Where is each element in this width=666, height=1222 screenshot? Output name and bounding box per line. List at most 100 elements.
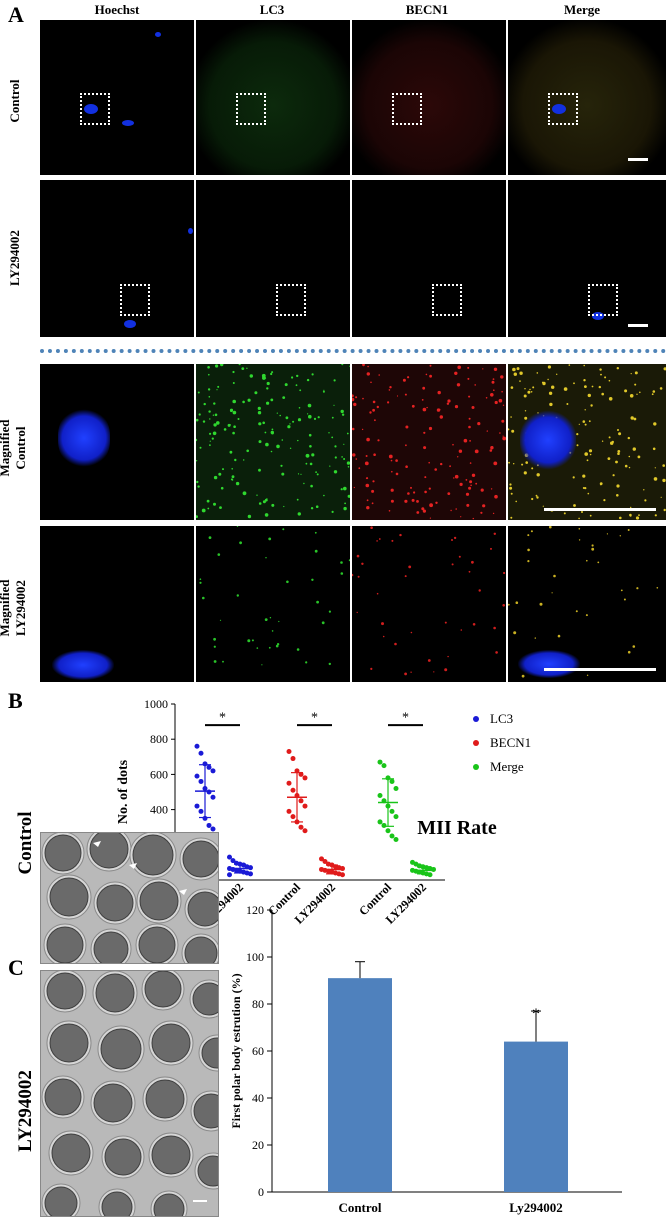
fluorescent-dot: [449, 465, 451, 467]
fluorescent-dot: [331, 437, 333, 439]
fluorescent-dot: [585, 424, 587, 426]
fluorescent-dot: [638, 456, 641, 459]
fluorescent-dot: [552, 592, 553, 593]
fluorescent-dot: [499, 399, 503, 403]
fluorescent-dot: [468, 426, 471, 429]
fluorescent-dot: [282, 396, 285, 399]
fluorescent-dot: [556, 374, 557, 375]
fluorescent-dot: [502, 437, 506, 441]
fluorescent-dot: [531, 498, 533, 500]
fluorescent-dot: [422, 387, 425, 390]
fluorescent-dot: [312, 373, 314, 375]
fluorescent-dot: [470, 485, 472, 487]
fluorescent-dot: [581, 511, 583, 513]
fluorescent-dot: [252, 639, 254, 641]
fluorescent-dot: [341, 572, 344, 575]
fluorescent-dot: [639, 392, 641, 394]
data-point: [378, 760, 383, 765]
fluorescent-dot: [265, 618, 268, 621]
oocyte-cytoplasm: [45, 1079, 81, 1115]
fluorescent-dot: [370, 382, 372, 384]
fluorescent-dot: [323, 391, 325, 393]
fluorescent-dot: [213, 402, 215, 404]
fluorescent-dot: [357, 612, 358, 613]
fluorescent-dot: [613, 474, 615, 476]
fluorescent-dot: [372, 502, 374, 504]
fluorescent-dot: [354, 487, 355, 488]
fluorescent-dot: [473, 518, 474, 519]
scale-bar: [628, 158, 648, 161]
fluorescent-dot: [367, 372, 370, 375]
scale-bar: [628, 324, 648, 327]
fluorescent-dot: [491, 488, 492, 489]
fluorescent-dot: [208, 388, 210, 390]
image-magnified-ly294002-merge: [508, 526, 666, 682]
fluorescent-dot: [527, 391, 530, 394]
fluorescent-dot: [370, 526, 373, 529]
fluorescent-dot: [297, 499, 299, 501]
fluorescent-dot: [215, 414, 218, 417]
fluorescent-dot: [217, 386, 219, 388]
fluorescent-dot: [196, 439, 197, 441]
data-point: [291, 814, 296, 819]
fluorescent-dot: [231, 478, 233, 480]
fluorescent-dot: [629, 467, 630, 468]
y-tick-label: 0: [258, 1185, 264, 1199]
fluorescent-dot: [352, 574, 353, 576]
fluorescent-dot: [208, 374, 210, 376]
significance-star: *: [532, 1006, 540, 1023]
fluorescent-dot: [328, 432, 329, 433]
fluorescent-dot: [609, 380, 611, 382]
fluorescent-dot: [232, 400, 236, 404]
fluorescent-dot: [329, 466, 330, 467]
fluorescent-dot: [578, 518, 580, 520]
fluorescent-dot: [537, 372, 539, 374]
fluorescent-dot: [334, 470, 337, 473]
fluorescent-dot: [582, 475, 585, 478]
fluorescent-dot: [307, 379, 309, 381]
fluorescent-dot: [514, 373, 517, 376]
oocyte-cytoplasm: [140, 882, 178, 920]
fluorescent-dot: [620, 535, 621, 536]
fluorescent-dot: [270, 399, 273, 402]
fluorescent-dot: [583, 487, 585, 489]
y-tick-label: 1000: [144, 697, 168, 711]
fluorescent-dot: [429, 503, 433, 507]
oocyte-cytoplasm: [94, 932, 128, 963]
fluorescent-dot: [287, 425, 290, 428]
fluorescent-dot: [628, 529, 630, 531]
fluorescent-dot: [222, 468, 224, 470]
fluorescent-dot: [263, 500, 266, 503]
dots-layer: [196, 526, 350, 682]
fluorescent-dot: [494, 533, 496, 535]
fluorescent-dot: [349, 559, 350, 561]
significance-star: *: [311, 711, 318, 726]
fluorescent-dot: [511, 386, 514, 389]
y-tick-label: 400: [150, 803, 168, 817]
fluorescent-dot: [461, 629, 463, 631]
fluorescent-dot: [536, 496, 538, 498]
fluorescent-dot: [316, 601, 319, 604]
fluorescent-dot: [215, 364, 218, 367]
fluorescent-dot: [237, 594, 239, 596]
fluorescent-dot: [207, 366, 210, 369]
fluorescent-dot: [569, 364, 571, 366]
fluorescent-dot: [508, 604, 510, 606]
fluorescent-dot: [653, 448, 656, 451]
fluorescent-dot: [631, 373, 632, 374]
fluorescent-dot: [315, 471, 317, 473]
data-point: [199, 809, 204, 814]
data-point: [303, 775, 308, 780]
fluorescent-dot: [411, 632, 413, 634]
fluorescent-dot: [271, 504, 274, 507]
fluorescent-dot: [451, 539, 453, 541]
image-control-hoechst: [40, 20, 194, 175]
fluorescent-dot: [277, 413, 278, 414]
data-point: [291, 788, 296, 793]
fluorescent-dot: [608, 457, 611, 460]
fluorescent-dot: [429, 427, 432, 430]
fluorescent-dot: [379, 538, 381, 540]
oocyte-cytoplasm: [47, 973, 83, 1009]
fluorescent-dot: [290, 448, 291, 449]
fluorescent-dot: [433, 671, 434, 672]
